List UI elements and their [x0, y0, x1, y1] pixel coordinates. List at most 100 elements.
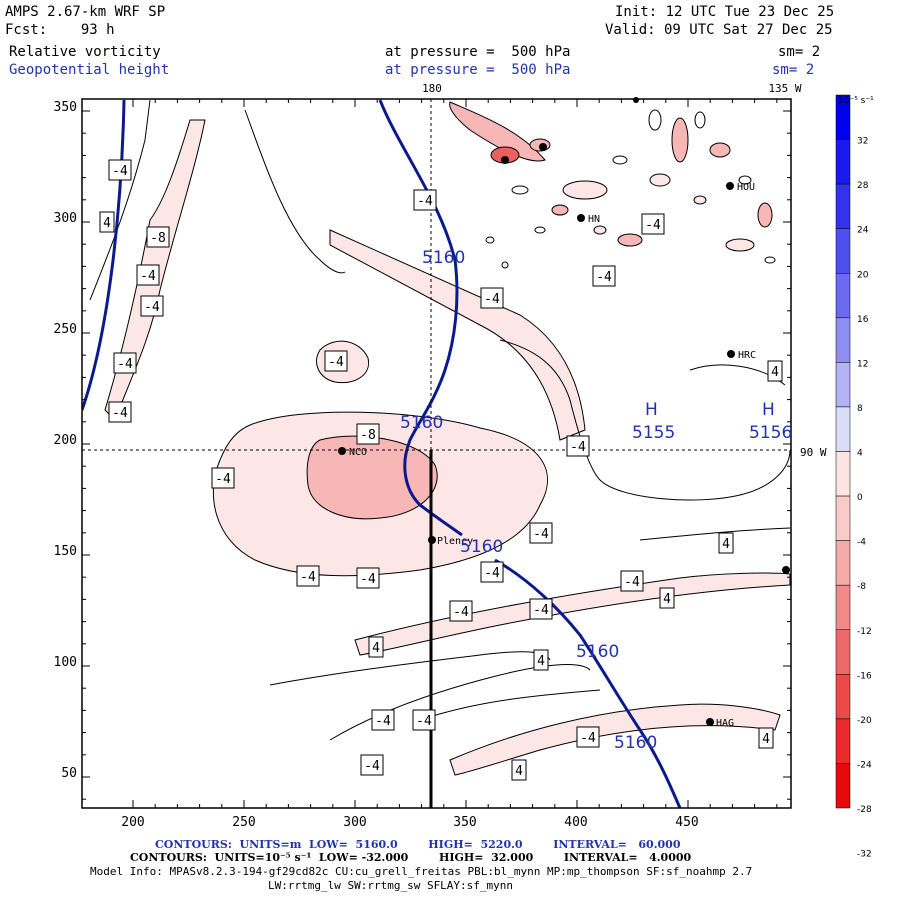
- station-marker: [727, 350, 735, 358]
- axis-ticks: [82, 99, 791, 808]
- plot-frame: [81, 98, 792, 809]
- y-tick-label: 350: [54, 100, 77, 115]
- y-tick-label: 200: [54, 433, 77, 448]
- model-physics: LW:rrtmg_lw SW:rrtmg_sw SFLAY:sf_mynn: [268, 879, 514, 892]
- vorticity-label: 4: [372, 641, 380, 656]
- x-tick-label: 200: [121, 815, 144, 830]
- height-label: 5160: [422, 248, 465, 268]
- vorticity-label: 4: [762, 732, 770, 747]
- colorbar-swatch: [835, 228, 851, 274]
- colorbar-label: 32: [857, 137, 868, 147]
- model-title: AMPS 2.67-km WRF SP: [5, 4, 166, 20]
- x-tick-label: 300: [343, 815, 366, 830]
- height-label: 5160: [576, 642, 619, 662]
- colorbar-units: 10⁻⁵ s⁻¹: [838, 96, 874, 106]
- colorbar-swatch: [835, 183, 851, 229]
- vorticity-label-box: [108, 401, 132, 423]
- station-label: HAG: [716, 718, 734, 729]
- vorticity-label-box: [368, 636, 384, 658]
- pos-contour-1: [89, 99, 151, 301]
- vorticity-label: 4: [103, 216, 111, 231]
- colorbar-label: 16: [857, 315, 869, 325]
- vorticity-label-box: [140, 295, 164, 317]
- vorticity-label-box: [371, 709, 395, 731]
- smoothing-2: sm= 2: [772, 62, 815, 78]
- x-tick-label: 400: [564, 815, 587, 830]
- vorticity-label-box: [146, 226, 170, 248]
- colorbar-label: 28: [857, 181, 869, 191]
- valid-time: Valid: 09 UTC Sat 27 Dec 25: [605, 22, 833, 38]
- y-tick-label: 100: [54, 655, 77, 670]
- vorticity-label-box: [576, 726, 600, 748]
- high-value: 5155: [632, 423, 675, 443]
- height-contour-info: CONTOURS: UNITS=m LOW= 5160.0 HIGH= 5220…: [155, 838, 681, 851]
- pos-contour-8: [419, 689, 601, 721]
- vorticity-label: 4: [771, 365, 779, 380]
- colorbar-swatch: [835, 139, 851, 185]
- vorticity-label: -4: [533, 603, 549, 618]
- colorbar-swatch: [835, 763, 851, 809]
- vorticity-label: -4: [144, 300, 160, 315]
- station-marker: [706, 718, 714, 726]
- vorticity-label-box: [529, 522, 553, 544]
- high-value: 5156: [749, 423, 792, 443]
- vorticity-label: -4: [300, 570, 316, 585]
- colorbar-label: -20: [857, 716, 872, 726]
- vorticity-label-box: [533, 649, 549, 671]
- vorticity-label: -4: [328, 355, 344, 370]
- vorticity-label-box: [480, 561, 504, 583]
- vorticity-label: 4: [537, 654, 545, 669]
- vorticity-label-box: [360, 754, 384, 776]
- y-tick-label: 150: [54, 544, 77, 559]
- vorticity-label-box: [449, 600, 473, 622]
- colorbar-label: -32: [857, 850, 872, 860]
- height-label: 5160: [460, 537, 503, 557]
- lon-135w-label: 135 W: [768, 82, 801, 95]
- vorticity-label: 4: [722, 537, 730, 552]
- neg-vorticity-band: [329, 229, 586, 441]
- height-label: 5160: [614, 733, 657, 753]
- vorticity-label-box: [296, 565, 320, 587]
- colorbar-swatch: [835, 584, 851, 630]
- colorbar-label: -8: [857, 582, 866, 592]
- vorticity-label: 4: [515, 764, 523, 779]
- vorticity-label: -4: [364, 759, 380, 774]
- vorticity-label: -4: [484, 292, 500, 307]
- vorticity-label-box: [758, 727, 774, 749]
- colorbar-label: -16: [857, 671, 872, 681]
- vorticity-label: -4: [645, 218, 661, 233]
- vorticity-label-box: [767, 360, 783, 382]
- neg-vorticity-band-south-1: [354, 572, 791, 656]
- colorbar-label: 12: [857, 359, 868, 369]
- colorbar-swatch: [835, 317, 851, 363]
- colorbar-label: 8: [857, 404, 863, 414]
- vorticity-label: -4: [417, 194, 433, 209]
- smoothing-1: sm= 2: [778, 44, 821, 60]
- vorticity-label: -4: [580, 731, 596, 746]
- colorbar-swatch: [835, 451, 851, 497]
- pos-contour-5: [269, 651, 551, 686]
- pressure-level-2: at pressure = 500 hPa: [385, 62, 571, 78]
- station-label: Plency: [437, 536, 473, 547]
- vorticity-label-box: [592, 265, 616, 287]
- station-marker: [539, 143, 547, 151]
- colorbar-swatch: [835, 362, 851, 408]
- y-tick-label: 50: [61, 766, 77, 781]
- axis-labels: 200 250 300 350 400 450 350 300 250 200 …: [54, 82, 827, 830]
- vorticity-label-box: [356, 423, 380, 445]
- colorbar-label: -4: [857, 538, 866, 548]
- colorbar-swatch: [835, 718, 851, 764]
- station-marker: [338, 447, 346, 455]
- colorbar-swatch: [835, 674, 851, 720]
- height-label: 5160: [400, 413, 443, 433]
- station-label: NCO: [349, 447, 367, 458]
- vorticity-label-box: [356, 567, 380, 589]
- colorbar: 32 28 24 20 16 12 8 4 0 -4 -8 -12 -16 -20 -24 -28 -32: [835, 94, 872, 860]
- forecast-hour: Fcst: 93 h: [5, 22, 115, 38]
- lon-90w-label: 90 W: [800, 446, 827, 459]
- field-vorticity: Relative vorticity: [9, 44, 161, 60]
- vorticity-label: -4: [140, 269, 156, 284]
- pos-contour-2: [244, 109, 346, 274]
- vorticity-label-box: [620, 570, 644, 592]
- vorticity-label-box: [108, 159, 132, 181]
